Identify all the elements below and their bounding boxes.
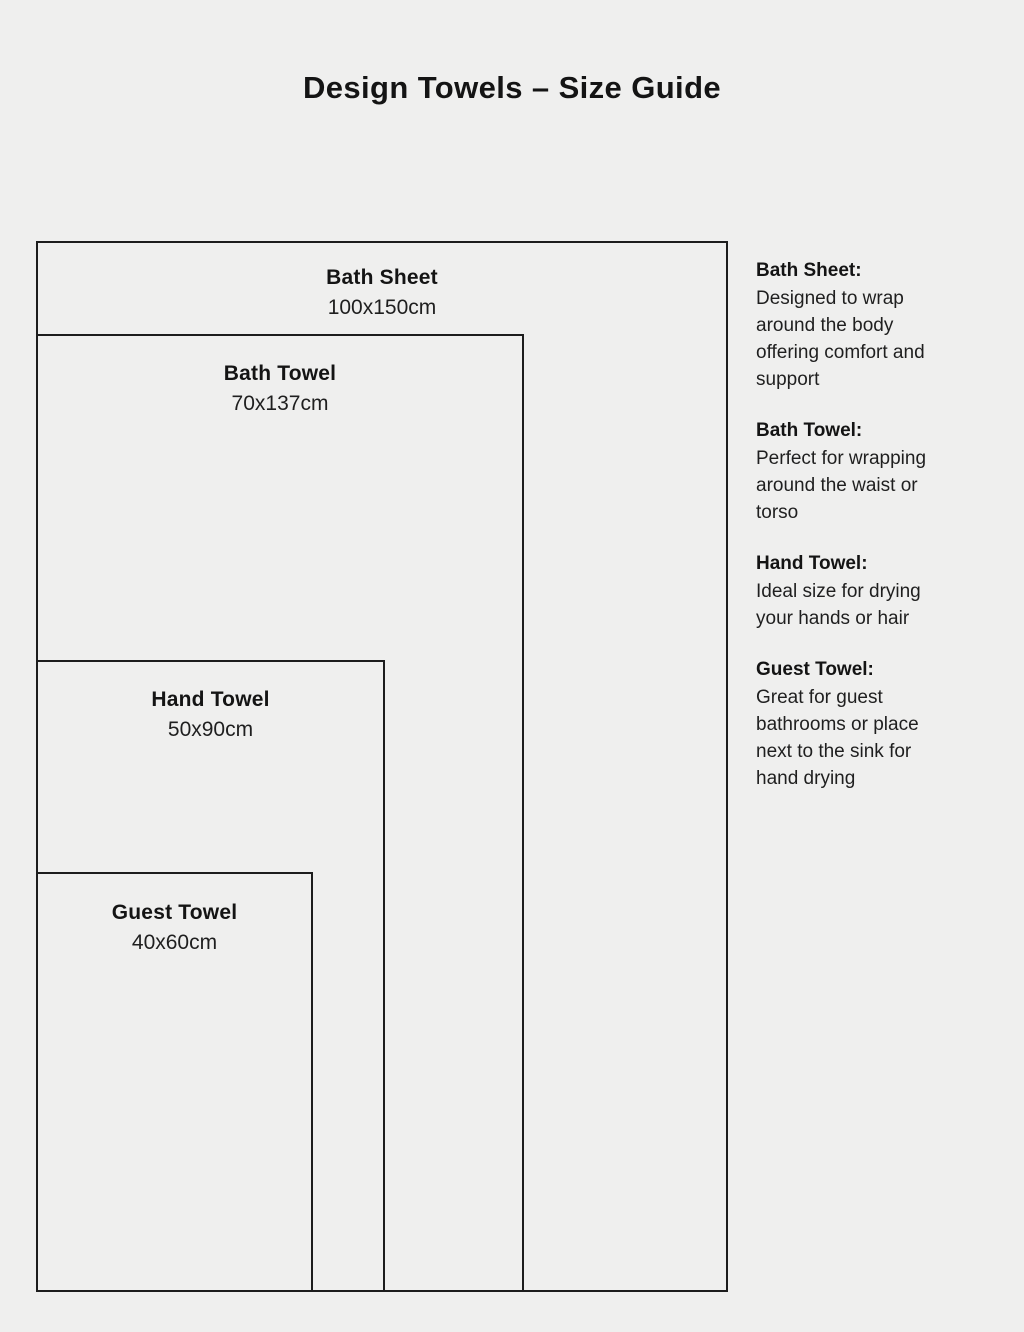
towel-name-guest-towel: Guest Towel xyxy=(111,901,238,924)
towel-name-hand-towel: Hand Towel xyxy=(151,688,270,711)
towel-dimensions-bath-sheet: 100x150cm xyxy=(327,296,437,319)
towel-label-guest-towel: Guest Towel 40x60cm xyxy=(38,902,311,953)
towel-dimensions-guest-towel: 40x60cm xyxy=(131,931,218,954)
description-bath-towel: Bath Towel: Perfect for wrapping around … xyxy=(756,418,1004,527)
description-title-bath-towel: Bath Towel: xyxy=(756,419,863,441)
description-list: Bath Sheet: Designed to wrap around the … xyxy=(756,258,1004,792)
description-title-hand-towel: Hand Towel: xyxy=(756,552,868,574)
description-body-hand-towel: Ideal size for drying your hands or hair xyxy=(756,580,921,629)
towel-label-bath-towel: Bath Towel 70x137cm xyxy=(38,363,522,414)
towel-dimensions-bath-towel: 70x137cm xyxy=(231,392,329,415)
towel-box-guest-towel: Guest Towel 40x60cm xyxy=(36,872,313,1292)
towel-size-diagram: Bath Sheet 100x150cm Bath Towel 70x137cm… xyxy=(36,241,728,1292)
description-body-bath-sheet: Designed to wrap around the body offerin… xyxy=(756,287,925,390)
description-title-guest-towel: Guest Towel: xyxy=(756,658,874,680)
description-body-bath-towel: Perfect for wrapping around the waist or… xyxy=(756,447,927,523)
towel-dimensions-hand-towel: 50x90cm xyxy=(167,718,254,741)
towel-label-bath-sheet: Bath Sheet 100x150cm xyxy=(38,267,726,318)
towel-name-bath-towel: Bath Towel xyxy=(223,362,337,385)
description-hand-towel: Hand Towel: Ideal size for drying your h… xyxy=(756,551,1004,633)
description-body-guest-towel: Great for guest bathrooms or place next … xyxy=(756,686,919,789)
towel-label-hand-towel: Hand Towel 50x90cm xyxy=(38,689,383,740)
description-title-bath-sheet: Bath Sheet: xyxy=(756,260,862,281)
towel-name-bath-sheet: Bath Sheet xyxy=(326,266,438,289)
description-guest-towel: Guest Towel: Great for guest bathrooms o… xyxy=(756,657,1004,793)
description-bath-sheet: Bath Sheet: Designed to wrap around the … xyxy=(756,258,1004,394)
page-title: Design Towels – Size Guide xyxy=(302,70,722,105)
